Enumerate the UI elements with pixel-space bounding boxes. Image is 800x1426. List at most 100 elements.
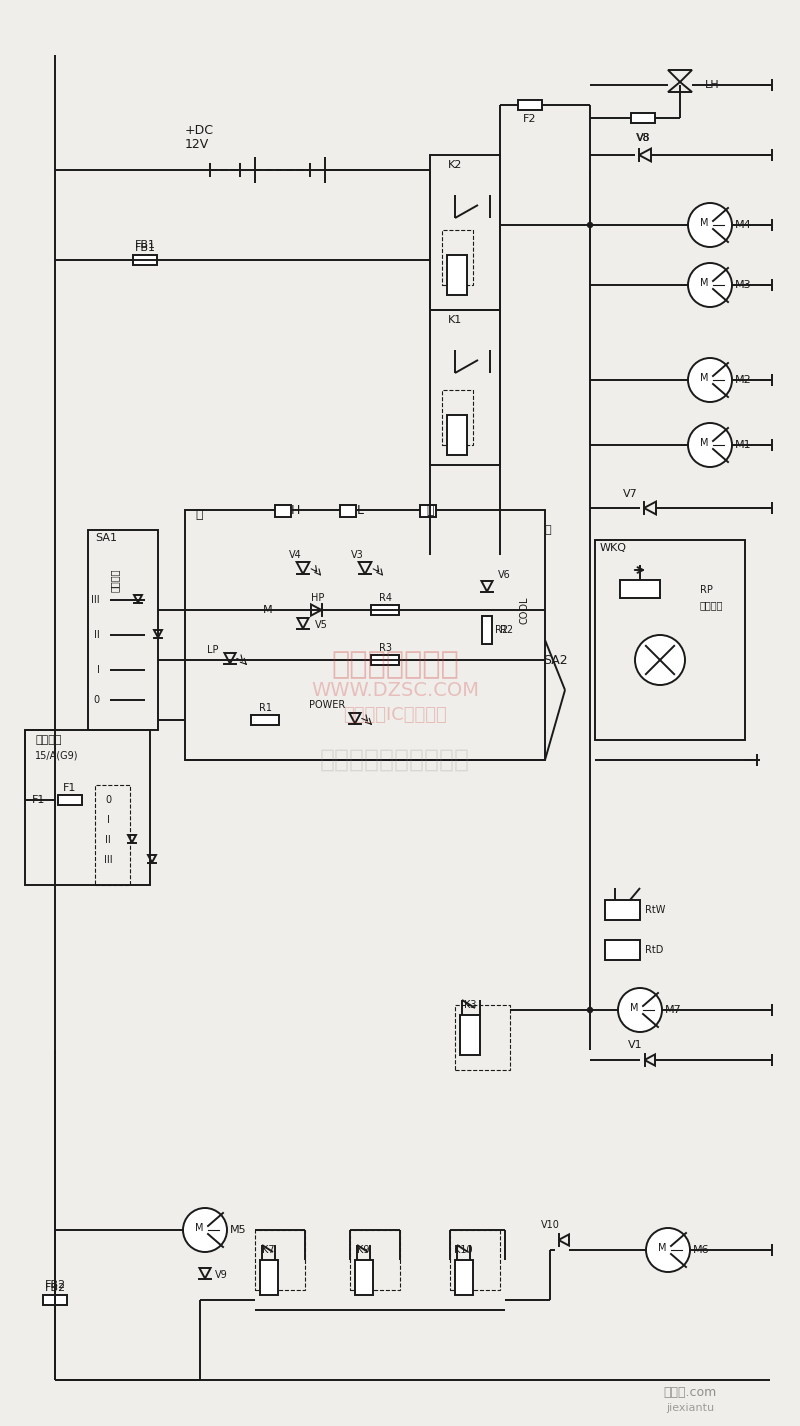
Bar [605, 940, 640, 960]
Text: COOL: COOL [520, 596, 530, 623]
Text: WKQ: WKQ [600, 543, 627, 553]
Text: K2: K2 [448, 160, 462, 170]
Text: M3: M3 [735, 279, 752, 289]
Text: 点火开关: 点火开关 [35, 734, 62, 744]
Text: K7: K7 [262, 1245, 274, 1255]
Text: 全球最大IC采购网站: 全球最大IC采购网站 [343, 706, 447, 724]
Circle shape [587, 1008, 593, 1012]
Text: R1: R1 [258, 703, 271, 713]
Text: K9: K9 [357, 1245, 370, 1255]
Text: RtW: RtW [645, 906, 666, 915]
Text: 12V: 12V [185, 138, 210, 151]
Text: L: L [357, 503, 363, 516]
Text: K10: K10 [454, 1245, 472, 1255]
Bar [58, 796, 82, 806]
Text: 维库电子市场网: 维库电子市场网 [331, 650, 459, 680]
Bar [420, 505, 436, 518]
Text: RP: RP [700, 585, 713, 595]
Text: V6: V6 [498, 570, 510, 580]
Circle shape [688, 262, 732, 307]
Bar [355, 1261, 373, 1295]
Text: M: M [700, 374, 708, 384]
Text: M1: M1 [735, 441, 752, 451]
Text: M4: M4 [735, 220, 752, 230]
Text: I: I [97, 665, 100, 674]
Circle shape [183, 1208, 227, 1252]
Text: +DC: +DC [185, 124, 214, 137]
Text: FB2: FB2 [45, 1281, 66, 1291]
Bar [371, 605, 399, 615]
Text: II: II [105, 836, 111, 846]
Bar [25, 730, 150, 886]
Text: III: III [91, 595, 100, 605]
Text: V5: V5 [315, 620, 328, 630]
Text: R3: R3 [378, 643, 391, 653]
Text: LP: LP [206, 645, 218, 655]
Text: RtD: RtD [645, 945, 663, 955]
Text: LH: LH [705, 80, 720, 90]
Text: M: M [194, 1224, 203, 1233]
Bar [251, 714, 279, 724]
Bar [605, 900, 640, 920]
Text: 楼: 楼 [195, 509, 202, 522]
Text: POWER: POWER [309, 700, 345, 710]
Bar [88, 530, 158, 730]
Text: WWW.DZSC.COM: WWW.DZSC.COM [311, 680, 479, 700]
Text: M: M [263, 605, 273, 615]
Circle shape [688, 424, 732, 466]
Text: 黄: 黄 [545, 525, 551, 535]
Text: SA2: SA2 [542, 653, 567, 666]
Text: V10: V10 [541, 1221, 559, 1231]
Text: V9: V9 [215, 1271, 228, 1281]
Circle shape [688, 358, 732, 402]
Text: R2: R2 [495, 625, 508, 635]
Text: F1: F1 [63, 783, 77, 793]
Text: V8: V8 [636, 133, 650, 143]
Bar [442, 389, 473, 445]
Text: FB1: FB1 [134, 240, 155, 250]
Bar [620, 580, 660, 597]
Bar [185, 511, 545, 760]
Bar [255, 1231, 305, 1291]
Text: V8: V8 [637, 133, 650, 143]
Bar [442, 230, 473, 285]
Bar [447, 255, 467, 295]
Bar [133, 255, 157, 265]
Text: M2: M2 [735, 375, 752, 385]
Bar [350, 1231, 400, 1291]
Bar [95, 784, 130, 886]
Text: 风量开关: 风量开关 [110, 568, 120, 592]
Text: R4: R4 [378, 593, 391, 603]
Bar [43, 1295, 67, 1305]
Text: jiexiantu: jiexiantu [666, 1403, 714, 1413]
Text: K3: K3 [464, 1000, 476, 1010]
Bar [450, 1231, 500, 1291]
Text: SA1: SA1 [95, 533, 117, 543]
Bar [275, 505, 291, 518]
Text: II: II [94, 630, 100, 640]
Circle shape [587, 222, 593, 228]
Text: F2: F2 [523, 114, 537, 124]
Text: M7: M7 [665, 1005, 682, 1015]
Bar [518, 100, 542, 110]
Text: FB1: FB1 [134, 242, 155, 252]
Text: M: M [658, 1243, 666, 1253]
Text: M: M [700, 218, 708, 228]
Circle shape [646, 1228, 690, 1272]
Bar [340, 505, 356, 518]
Text: M: M [700, 278, 708, 288]
Text: V4: V4 [289, 550, 302, 560]
Text: 温控开关: 温控开关 [700, 600, 723, 610]
Circle shape [618, 988, 662, 1032]
Bar [430, 155, 500, 309]
Bar [455, 1261, 473, 1295]
Text: M6: M6 [693, 1245, 710, 1255]
Bar [631, 113, 655, 123]
Circle shape [635, 635, 685, 684]
Text: M: M [630, 1002, 638, 1012]
Bar [482, 616, 492, 645]
Text: FB2: FB2 [45, 1283, 66, 1293]
Circle shape [688, 202, 732, 247]
Text: M: M [700, 438, 708, 448]
Bar [430, 309, 500, 465]
